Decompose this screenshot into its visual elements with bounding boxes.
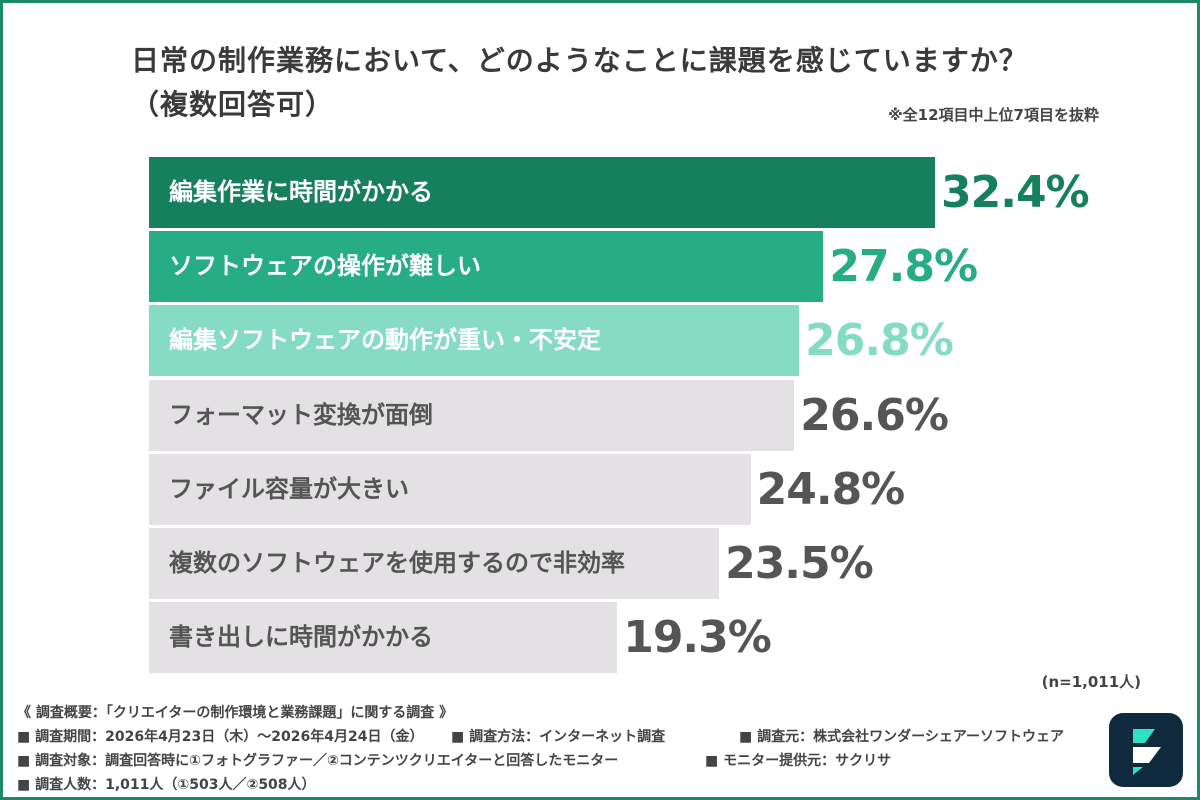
- survey-footer: 《 調査概要：「クリエイターの制作環境と業務課題」に関する調査 》 ■ 調査期間…: [17, 701, 1097, 797]
- title-line-1: 日常の制作業務において、どのようなことに課題を感じていますか？: [131, 44, 1028, 77]
- bar-label-5: ファイル容量が大きい: [169, 474, 409, 503]
- survey-summary: 《 調査概要：「クリエイターの制作環境と業務課題」に関する調査 》: [17, 705, 454, 721]
- monitor-provider: ■ モニター提供元：サクリサ: [705, 753, 892, 769]
- bar-4: [149, 379, 795, 451]
- survey-method: ■ 調査方法：インターネット調査: [451, 729, 666, 745]
- bar-value-1: 32.4%: [941, 167, 1090, 218]
- bar-7: [149, 602, 618, 674]
- bar-1: [149, 157, 935, 228]
- bar-6: [149, 528, 720, 599]
- bar-label-7: 書き出しに時間がかかる: [169, 623, 433, 652]
- bar-label-3: 編集ソフトウェアの動作が重い・不安定: [169, 326, 601, 355]
- bar-5: [149, 453, 751, 525]
- survey-target: ■ 調査対象：調査回答時に①フォトグラファー／②コンテンツクリエイターと回答した…: [17, 753, 619, 769]
- bar-value-6: 23.5%: [725, 538, 874, 589]
- bar-label-2: ソフトウェアの操作が難しい: [169, 252, 481, 281]
- sample-size-note: (n=1,011人): [1041, 673, 1141, 691]
- bar-value-3: 26.8%: [805, 315, 954, 367]
- bar-value-2: 27.8%: [829, 241, 978, 293]
- title-line-2: （複数回答可）: [131, 88, 335, 121]
- bar-2: [149, 231, 824, 303]
- bar-value-7: 19.3%: [623, 612, 772, 664]
- bar-label-4: フォーマット変換が面倒: [169, 400, 433, 429]
- survey-period: ■ 調査期間：2026年4月23日（木）～2026年4月24日（金）: [17, 729, 424, 745]
- logo-mark: [1133, 729, 1161, 775]
- filmora-logo-icon: [1109, 713, 1183, 787]
- survey-respondents: ■ 調査人数：1,011人（①503人／②508人）: [17, 777, 316, 793]
- bar-value-5: 24.8%: [756, 463, 906, 515]
- chart-title: 日常の制作業務において、どのようなことに課題を感じていますか？ （複数回答可）: [131, 39, 1121, 127]
- bar-label-6: 複数のソフトウェアを使用するので非効率: [169, 549, 625, 577]
- survey-organizer: ■ 調査元：株式会社ワンダーシェアーソフトウェア: [739, 729, 1064, 745]
- bar-3: [149, 305, 800, 377]
- excerpt-note: ※全12項目中上位7項目を抜粋: [888, 106, 1099, 124]
- bar-label-1: 編集作業に時間がかかる: [169, 178, 433, 206]
- bar-value-4: 26.6%: [800, 389, 949, 441]
